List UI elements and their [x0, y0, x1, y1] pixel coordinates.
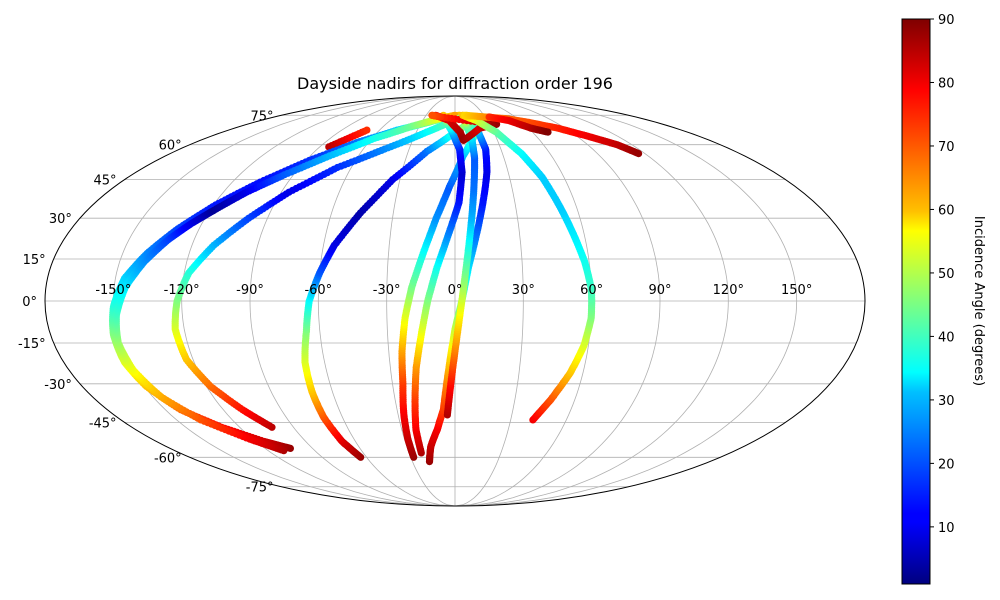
track-point: [363, 126, 371, 134]
graticule: [45, 95, 865, 507]
longitude-tick-label: -120°: [164, 283, 200, 298]
colorbar-tick-label: 10: [938, 521, 955, 536]
track-point: [428, 111, 436, 119]
latitude-tick-label: -15°: [18, 337, 46, 352]
latitude-tick-label: 0°: [22, 295, 37, 310]
longitude-tick-label: 0°: [448, 283, 463, 298]
track: [112, 111, 459, 455]
colorbar-label: Incidence Angle (degrees): [971, 216, 986, 386]
colorbar-tick-label: 40: [938, 330, 955, 345]
longitude-tick-labels: -150° -120° -90° -60° -30° 0° 30° 60° 90° 120° 150…: [95, 283, 812, 298]
longitude-tick-label: 120°: [713, 283, 744, 298]
latitude-tick-labels: -75° -60° -45° -30° -15° 0° 15° 30° 45° 60° 75°: [18, 109, 274, 495]
latitude-tick-label: -30°: [44, 378, 72, 393]
longitude-tick-label: 30°: [512, 283, 535, 298]
track-point: [544, 128, 552, 136]
colorbar-tick-label: 30: [938, 394, 955, 409]
latitude-tick-label: 15°: [23, 253, 46, 268]
colorbar-tick-label: 50: [938, 267, 955, 282]
latitude-tick-label: 30°: [49, 212, 72, 227]
colorbar-tick-label: 60: [938, 203, 955, 218]
longitude-tick-label: -90°: [236, 283, 264, 298]
latitude-tick-label: 60°: [159, 139, 182, 154]
longitude-tick-label: 150°: [781, 283, 812, 298]
track: [325, 126, 371, 151]
longitude-tick-label: -150°: [95, 283, 131, 298]
track: [459, 111, 596, 424]
longitude-tick-label: -30°: [373, 283, 401, 298]
colorbar-ticks: 10 20 30 40 50 60 70 80 90: [930, 13, 955, 536]
latitude-tick-label: 45°: [94, 174, 117, 189]
colorbar-tick-label: 90: [938, 13, 955, 28]
longitude-tick-label: 60°: [580, 283, 603, 298]
latitude-tick-label: -60°: [154, 451, 182, 466]
latitude-tick-label: -45°: [89, 416, 117, 431]
latitude-tick-label: 75°: [250, 109, 273, 124]
colorbar-tick-label: 70: [938, 140, 955, 155]
colorbar-tick-label: 20: [938, 457, 955, 472]
chart-title: Dayside nadirs for diffraction order 196: [297, 74, 613, 93]
incidence-tracks: [109, 111, 643, 466]
colorbar-gradient: [901, 18, 931, 585]
track-point: [635, 150, 643, 158]
latitude-tick-label: -75°: [246, 481, 274, 496]
colorbar-tick-label: 80: [938, 76, 955, 91]
longitude-tick-label: -60°: [304, 283, 332, 298]
colorbar: 10 20 30 40 50 60 70 80 90 Incidence Angle (degr…: [901, 13, 986, 585]
track: [443, 113, 479, 419]
longitude-tick-label: 90°: [648, 283, 671, 298]
